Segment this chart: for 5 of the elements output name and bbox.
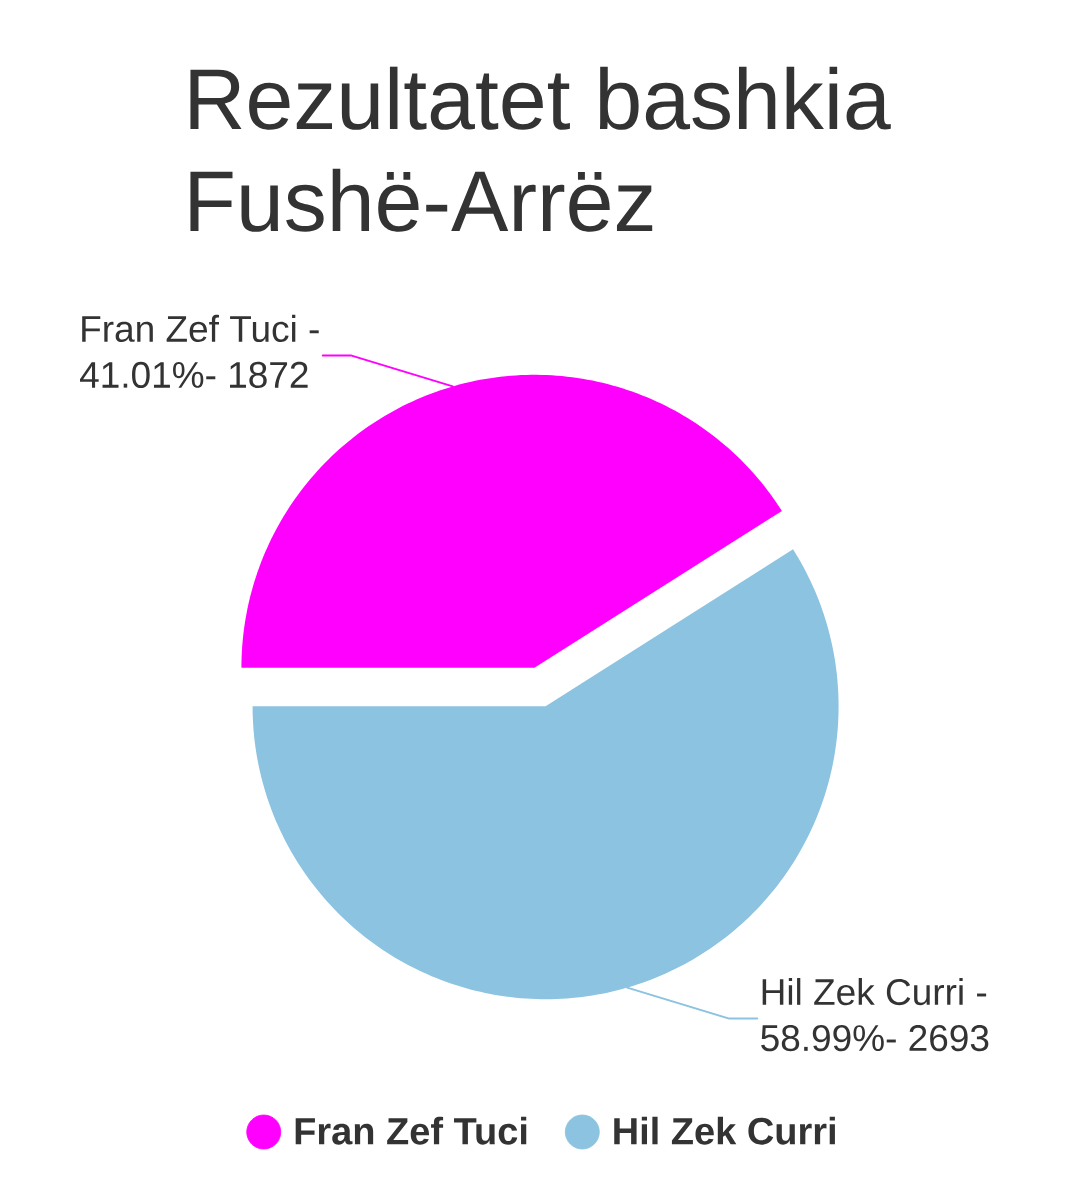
legend-label: Fran Zef Tuci bbox=[295, 1116, 527, 1145]
chart-title: Rezultatet bashkia Fushë-Arrëz bbox=[190, 66, 891, 232]
text: Fran Zef Tuci - 41.01%- 1872 bbox=[80, 314, 319, 389]
legend-label: Hil Zek Curri bbox=[614, 1116, 835, 1145]
text: Hil Zek Curri - 58.99%- 2693 bbox=[761, 978, 989, 1052]
